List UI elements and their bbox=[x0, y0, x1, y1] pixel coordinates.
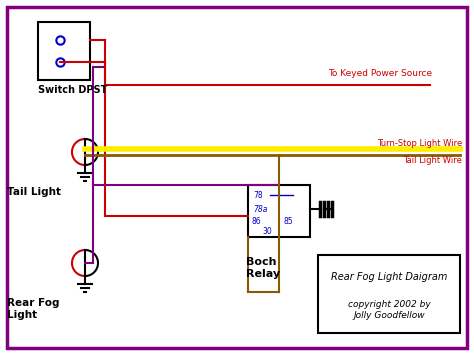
Text: To Keyed Power Source: To Keyed Power Source bbox=[328, 69, 432, 78]
Text: 30: 30 bbox=[262, 228, 272, 236]
Text: 85: 85 bbox=[284, 217, 293, 225]
Text: Tail Light Wire: Tail Light Wire bbox=[403, 156, 462, 165]
Text: Turn-Stop Light Wire: Turn-Stop Light Wire bbox=[377, 139, 462, 148]
Text: Rear Fog
Light: Rear Fog Light bbox=[7, 298, 60, 320]
Bar bbox=[248, 185, 310, 237]
Text: Switch DPST: Switch DPST bbox=[38, 85, 108, 95]
Bar bbox=[38, 22, 90, 80]
Text: 78a: 78a bbox=[253, 204, 267, 213]
Text: Rear Fog Light Daigram: Rear Fog Light Daigram bbox=[331, 272, 447, 282]
Text: Boch
Relay: Boch Relay bbox=[246, 257, 280, 279]
Text: 86: 86 bbox=[252, 217, 262, 225]
Bar bbox=[318, 255, 460, 333]
Text: Tail Light: Tail Light bbox=[7, 187, 61, 197]
Text: copyright 2002 by
Jolly Goodfellow: copyright 2002 by Jolly Goodfellow bbox=[347, 300, 430, 320]
Text: 78: 78 bbox=[253, 191, 263, 200]
